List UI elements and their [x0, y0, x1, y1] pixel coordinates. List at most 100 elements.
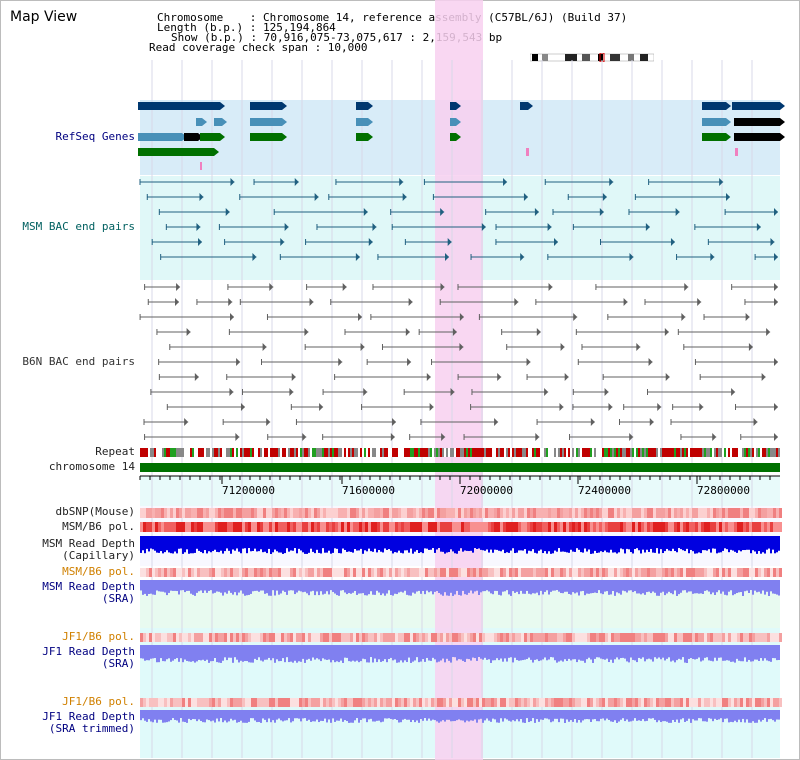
msm-pol-band: [680, 522, 683, 532]
repeat-segment: [696, 448, 698, 457]
dbsnp-band: [482, 508, 485, 518]
jf1-depth-sra-bar: [626, 645, 628, 662]
jf1-depth-trim-bar: [186, 710, 188, 723]
msm-depth-sra-bar: [762, 580, 764, 591]
track-label-msm-bac[interactable]: MSM BAC end pairs: [22, 220, 135, 233]
jf1-depth-sra-bar: [688, 645, 690, 659]
jf1-pol-trim-band: [272, 698, 275, 707]
msm-pol-band: [701, 522, 704, 532]
msm-depth-sra-bar: [384, 580, 386, 596]
jf1-depth-trim-bar: [470, 710, 472, 721]
msm-pol-sra-band: [203, 568, 206, 577]
msm-pol-band: [764, 522, 767, 532]
msm-depth-sra-bar: [296, 580, 298, 593]
msm-depth-sra-bar: [574, 580, 576, 594]
jf1-depth-sra-bar: [624, 645, 626, 659]
jf1-pol-band: [461, 633, 464, 642]
jf1-depth-trim-bar: [392, 710, 394, 720]
jf1-depth-trim-bar: [246, 710, 248, 723]
msm-depth-capillary-bar: [312, 536, 314, 552]
msm-depth-capillary-bar: [278, 536, 280, 553]
track-label-jf1-depth-trimmed-sub: (SRA trimmed): [48, 722, 135, 735]
msm-pol-sra-band: [200, 568, 203, 577]
msm-depth-sra-bar: [772, 580, 774, 594]
msm-pol-sra-band: [170, 568, 173, 577]
msm-depth-sra-bar: [528, 580, 530, 594]
msm-depth-capillary-bar: [648, 536, 650, 552]
jf1-depth-sra-bar: [628, 645, 630, 663]
jf1-depth-trim-bar: [710, 710, 712, 719]
msm-depth-sra-bar: [260, 580, 262, 591]
pair-end-arrow: [429, 403, 434, 411]
msm-depth-capillary-bar: [348, 536, 350, 552]
msm-depth-capillary-bar: [722, 536, 724, 551]
jf1-depth-trim-bar: [546, 710, 548, 719]
msm-depth-sra-bar: [310, 580, 312, 592]
msm-depth-capillary-bar: [384, 536, 386, 549]
pair-end-arrow: [289, 388, 294, 396]
msm-depth-sra-bar: [400, 580, 402, 592]
jf1-depth-trim-bar: [268, 710, 270, 719]
msm-depth-capillary-bar: [444, 536, 446, 554]
repeat-segment: [376, 448, 378, 457]
jf1-pol-band: [275, 633, 278, 642]
track-label-refseq-genes[interactable]: RefSeq Genes: [55, 130, 135, 143]
msm-depth-capillary-bar: [148, 536, 150, 552]
repeat-segment: [346, 448, 348, 457]
chromosome-ideogram[interactable]: [530, 53, 654, 62]
jf1-depth-sra-bar: [190, 645, 192, 662]
dbsnp-band: [248, 508, 251, 518]
jf1-pol-trim-band: [476, 698, 479, 707]
msm-depth-capillary-bar: [388, 536, 390, 550]
jf1-depth-sra-bar: [576, 645, 578, 663]
jf1-depth-trim-bar: [778, 710, 780, 720]
msm-depth-sra-bar: [314, 580, 316, 596]
repeat-segment: [482, 448, 484, 457]
track-label-b6n-bac[interactable]: B6N BAC end pairs: [22, 355, 135, 368]
msm-pol-band: [149, 522, 152, 532]
msm-pol-band: [302, 522, 305, 532]
jf1-depth-sra-bar: [468, 645, 470, 660]
jf1-pol-trim-band: [758, 698, 761, 707]
jf1-depth-sra-bar: [556, 645, 558, 663]
msm-depth-sra-bar: [278, 580, 280, 595]
repeat-segment: [488, 448, 490, 457]
repeat-segment: [174, 448, 176, 457]
msm-depth-sra-bar: [476, 580, 478, 591]
pair-end-arrow: [338, 358, 343, 366]
jf1-depth-sra-bar: [322, 645, 324, 659]
msm-pol-sra-band: [239, 568, 242, 577]
jf1-depth-trim-bar: [148, 710, 150, 720]
repeat-segment: [274, 448, 276, 457]
msm-depth-capillary-bar: [528, 536, 530, 551]
jf1-pol-trim-band: [227, 698, 230, 707]
repeat-segment: [608, 448, 610, 457]
msm-depth-capillary-bar: [504, 536, 506, 554]
jf1-depth-sra-bar: [230, 645, 232, 658]
msm-pol-band: [593, 522, 596, 532]
msm-depth-sra-bar: [300, 580, 302, 592]
jf1-depth-sra-bar: [700, 645, 702, 662]
msm-depth-sra-bar: [224, 580, 226, 593]
jf1-depth-trim-bar: [174, 710, 176, 720]
jf1-depth-trim-bar: [556, 710, 558, 719]
jf1-depth-trim-bar: [614, 710, 616, 721]
msm-pol-sra-band: [395, 568, 398, 577]
jf1-depth-trim-bar: [638, 710, 640, 721]
repeat-segment: [288, 448, 290, 457]
msm-depth-capillary-bar: [404, 536, 406, 551]
pair-end-arrow: [523, 193, 528, 201]
msm-depth-capillary-bar: [202, 536, 204, 554]
jf1-pol-trim-band: [479, 698, 482, 707]
msm-depth-sra-bar: [378, 580, 380, 593]
msm-depth-sra-bar: [584, 580, 586, 596]
msm-depth-sra-bar: [758, 580, 760, 592]
msm-depth-capillary-bar: [574, 536, 576, 552]
repeat-segment: [496, 448, 498, 457]
msm-pol-sra-band: [143, 568, 146, 577]
msm-pol-sra-band: [473, 568, 476, 577]
jf1-depth-sra-bar: [728, 645, 730, 661]
refseq-gene: [450, 133, 456, 141]
dbsnp-band: [605, 508, 608, 518]
dbsnp-band: [335, 508, 338, 518]
